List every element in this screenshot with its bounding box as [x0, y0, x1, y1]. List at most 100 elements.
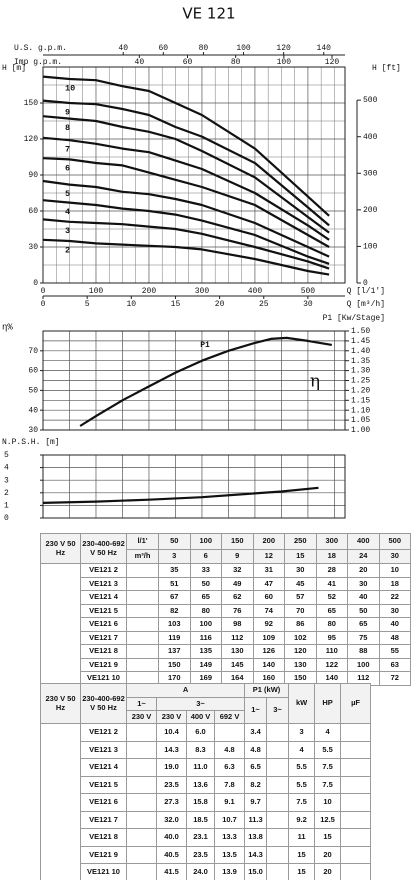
value-cell [266, 845, 290, 864]
header-cell: 15 [284, 549, 317, 564]
curve-label: η [310, 372, 320, 392]
table-row: VE121 5 23.5 13.6 7.8 8.2 5.5 7.5 [41, 775, 372, 794]
y-tick-label: 30 [28, 243, 38, 252]
value-cell: 92 [252, 617, 285, 632]
y2-tick-label: 1.05 [351, 416, 370, 425]
value-cell: 67 [158, 590, 191, 605]
table-row: VE121 6 103 100 98 92 86 80 65 40 [41, 617, 411, 632]
table-body: 230 V 50 Hz 230-400-692 V 50 Hz A P1 (kW) kW… [40, 683, 372, 880]
value-cell: 33 [189, 563, 222, 578]
y2-tick-label: 1.10 [351, 406, 370, 415]
empty-cell [126, 657, 159, 672]
value-cell: 32.0 [156, 810, 187, 829]
value-cell: 55 [378, 644, 411, 659]
header-cell: 9 [221, 549, 254, 564]
value-cell: 35 [158, 563, 191, 578]
value-cell [340, 810, 372, 829]
y2-axis-title: P1 [Kw/Stage] [323, 314, 385, 323]
value-cell: 45 [284, 576, 317, 591]
value-cell: 47 [252, 576, 285, 591]
value-cell: 135 [189, 644, 222, 659]
y-tick-label: 2 [4, 489, 9, 498]
header-cell: HP [314, 683, 342, 724]
curve [42, 157, 330, 248]
y-tick-label: 60 [28, 207, 38, 216]
table-row: VE121 5 82 80 76 74 70 65 50 30 [41, 603, 411, 618]
value-cell: 9.1 [213, 793, 246, 812]
value-cell: 41.5 [156, 863, 187, 880]
value-cell [266, 828, 290, 847]
value-cell: 6.3 [213, 758, 246, 777]
value-cell: 4.8 [244, 740, 268, 759]
header-cell: 3~ [266, 697, 290, 724]
value-cell: 14.3 [156, 740, 187, 759]
value-cell: 15 [288, 845, 316, 864]
header-cell: 1~ [126, 697, 157, 711]
model-cell: VE121 4 [80, 758, 127, 777]
y2-tick-label: 1.40 [351, 347, 370, 356]
value-cell: 15 [288, 863, 316, 880]
header-cell: 18 [315, 549, 348, 564]
header-row: 230 V 230 V 400 V 692 V [41, 710, 371, 724]
model-cell: VE121 7 [80, 630, 127, 645]
x-tick-label: 100 [89, 287, 104, 296]
value-cell: 10 [314, 793, 342, 812]
x2-tick-label: 20 [215, 300, 225, 309]
table-row: VE121 10 41.5 24.0 13.9 15.0 15 20 [41, 863, 372, 880]
value-cell: 109 [252, 630, 285, 645]
value-cell: 51 [158, 576, 191, 591]
empty-cell [126, 563, 159, 578]
value-cell: 103 [158, 617, 191, 632]
y2-tick-label: 1.30 [351, 367, 370, 376]
table-row: VE121 4 19.0 11.0 6.3 6.5 5.5 7.5 [41, 758, 372, 777]
value-cell: 62 [221, 590, 254, 605]
x2-tick-label: 0 [41, 300, 46, 309]
value-cell: 15.8 [186, 793, 215, 812]
x2-tick-label: 10 [126, 300, 136, 309]
header-row: 230 V 50 Hz 230-400-692 V 50 Hz A P1 (kW) kW… [40, 683, 372, 724]
y2-tick-label: 1.45 [351, 337, 370, 346]
header-cell: 30 [378, 549, 411, 564]
curve-label: 7 [65, 144, 70, 154]
value-cell: 82 [158, 603, 191, 618]
model-cell: VE121 9 [80, 845, 127, 864]
y-axis-title: H [m] [2, 64, 26, 73]
value-cell: 65 [189, 590, 222, 605]
y-axis-title: η% [2, 322, 13, 332]
value-cell: 22 [378, 590, 411, 605]
curve-label: 9 [65, 107, 70, 117]
curve-label: 2 [65, 245, 70, 255]
curve [42, 238, 330, 276]
y2-tick-label: 500 [363, 96, 378, 105]
y-tick-label: 50 [28, 387, 38, 396]
value-cell: 18.5 [186, 810, 215, 829]
curve [42, 99, 330, 227]
value-cell: 28 [315, 563, 348, 578]
y2-tick-label: 1.20 [351, 387, 370, 396]
value-cell: 74 [252, 603, 285, 618]
value-cell: 8.3 [186, 740, 215, 759]
value-cell: 63 [378, 657, 411, 672]
value-cell [213, 723, 246, 742]
header-cell: 300 [315, 533, 348, 550]
y-tick-label: 30 [28, 426, 38, 435]
y2-tick-label: 0 [363, 279, 368, 288]
header-row: 1~ 3~ 1~ 3~ [41, 697, 371, 724]
value-cell [266, 793, 290, 812]
value-cell [340, 793, 372, 812]
header-cell: 150 [221, 533, 254, 550]
curve-label: 10 [65, 83, 75, 93]
table-row: VE121 9 150 149 145 140 130 122 100 63 [41, 657, 411, 672]
value-cell: 20 [314, 845, 342, 864]
empty-cell [126, 617, 159, 632]
value-cell: 3 [288, 723, 316, 742]
model-cell: VE121 5 [80, 775, 127, 794]
model-cell: VE121 4 [80, 590, 127, 605]
value-cell [340, 863, 372, 880]
value-cell: 13.6 [186, 775, 215, 794]
x3-tick-label: 140 [317, 44, 332, 53]
value-cell: 13.3 [213, 828, 246, 847]
head-table: 230 V 50 Hz 230-400-692 V 50 Hz l/1' 50 100 1… [40, 533, 411, 686]
x-axis-title: Q [l/1'] [347, 287, 385, 296]
header-row: 230 V 50 Hz 230-400-692 V 50 Hz l/1' 50 100 1… [40, 533, 411, 564]
